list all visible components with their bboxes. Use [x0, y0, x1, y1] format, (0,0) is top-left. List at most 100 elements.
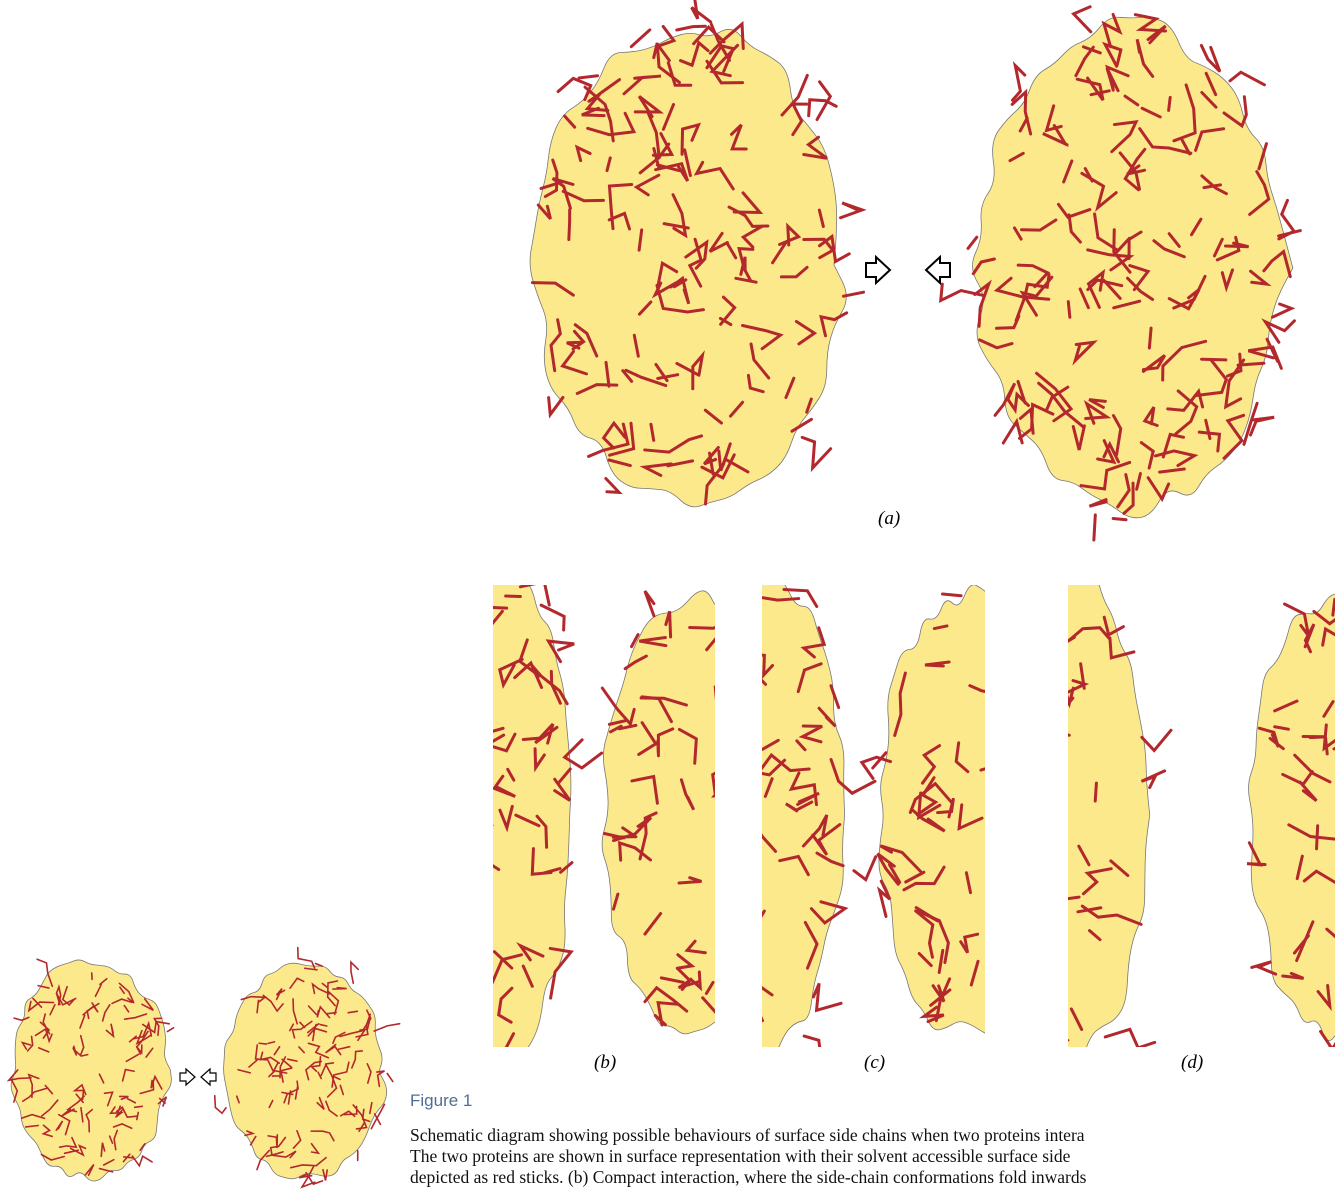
side-chain: [992, 862, 1010, 883]
panel-label: (c): [864, 1052, 885, 1074]
side-chain: [714, 773, 740, 796]
panel: [368, 532, 792, 1069]
side-chain: [398, 823, 426, 865]
side-chain: [368, 891, 392, 905]
side-chain: [1265, 321, 1294, 343]
side-chain: [1000, 697, 1031, 709]
side-chain: [1017, 639, 1028, 646]
side-chain: [988, 755, 1008, 765]
panel-label: (b): [594, 1052, 616, 1074]
side-chain: [997, 629, 1016, 638]
side-chain: [645, 591, 654, 616]
side-chain: [1025, 880, 1047, 909]
protein-surface: [11, 960, 171, 1181]
protein-surface: [879, 585, 1062, 1036]
side-chain: [464, 532, 477, 553]
caption-line: Schematic diagram showing possible behav…: [410, 1125, 1085, 1146]
side-chain: [579, 76, 597, 78]
side-chain: [1002, 623, 1017, 649]
protein-surface: [224, 963, 387, 1179]
side-chain: [734, 795, 747, 814]
side-chain: [1105, 1029, 1154, 1048]
side-chain: [1035, 879, 1062, 893]
protein-surface: [602, 591, 790, 1034]
side-chain: [549, 397, 563, 414]
side-chain: [421, 928, 433, 944]
side-chain: [719, 679, 736, 710]
side-chain: [677, 26, 706, 30]
side-chain: [813, 983, 841, 1010]
side-chain: [631, 30, 649, 47]
side-chain: [993, 872, 1012, 880]
side-chain: [416, 882, 430, 906]
side-chain: [713, 762, 734, 793]
side-chain: [743, 767, 749, 830]
side-chain: [1021, 904, 1064, 932]
side-chain: [1169, 97, 1171, 110]
side-chain: [1074, 548, 1101, 576]
panel-label: (a): [878, 508, 900, 530]
caption-line: The two proteins are shown in surface re…: [410, 1146, 1070, 1167]
side-chain: [1012, 655, 1037, 678]
side-chain: [692, 0, 711, 22]
side-chain: [1009, 689, 1028, 702]
side-chain: [1230, 72, 1264, 85]
side-chain: [449, 849, 469, 856]
side-chain: [1025, 675, 1059, 697]
side-chain: [1000, 601, 1007, 625]
side-chain: [404, 724, 418, 739]
side-chain: [994, 850, 1008, 897]
side-chain: [124, 1157, 133, 1158]
side-chain: [702, 1039, 715, 1043]
side-chain: [1018, 883, 1033, 894]
side-chain: [968, 237, 977, 248]
protein-surface: [530, 29, 846, 507]
side-chain: [1142, 730, 1171, 750]
side-chain: [1005, 712, 1015, 731]
side-chain: [1039, 694, 1069, 736]
panel: [951, 548, 1335, 1063]
side-chain: [739, 921, 753, 928]
side-chain: [734, 761, 747, 770]
side-chain: [1006, 866, 1030, 917]
side-chain: [1089, 500, 1106, 507]
side-chain: [387, 1074, 393, 1082]
side-chain: [1303, 737, 1326, 738]
side-chain: [569, 210, 570, 240]
side-chain: [457, 570, 473, 577]
side-chain: [804, 1036, 821, 1062]
side-chain: [1251, 417, 1275, 435]
side-chain: [1043, 926, 1049, 944]
side-chain: [990, 787, 1008, 811]
side-chain: [992, 965, 999, 975]
side-chain: [439, 567, 458, 583]
protein-surface: [392, 556, 571, 1069]
side-chain: [1044, 829, 1059, 849]
side-chain: [316, 963, 323, 966]
side-chain: [477, 658, 491, 672]
side-chain: [468, 787, 491, 824]
side-chain: [995, 934, 1005, 947]
side-chain: [399, 751, 423, 773]
side-chain: [841, 203, 863, 218]
side-chain: [259, 1043, 266, 1044]
side-chain: [167, 1028, 173, 1032]
side-chain: [1029, 834, 1044, 835]
side-chain: [737, 713, 766, 753]
page: (a) (b) (c) (d) Figure 1 Schematic diagr…: [0, 0, 1335, 1191]
side-chain: [375, 1114, 381, 1125]
side-chain: [730, 755, 739, 775]
side-chain: [1062, 558, 1081, 573]
side-chain: [439, 966, 464, 983]
side-chain: [135, 1106, 143, 1107]
side-chain: [987, 981, 1023, 999]
side-chain: [1035, 940, 1061, 958]
side-chain: [1016, 912, 1026, 927]
side-chain: [715, 687, 716, 700]
side-chain: [755, 1005, 763, 1021]
side-chain: [432, 986, 451, 1007]
side-chain: [740, 578, 756, 593]
side-chain: [1095, 783, 1096, 801]
side-chain: [1094, 515, 1095, 540]
side-chain: [943, 594, 962, 596]
